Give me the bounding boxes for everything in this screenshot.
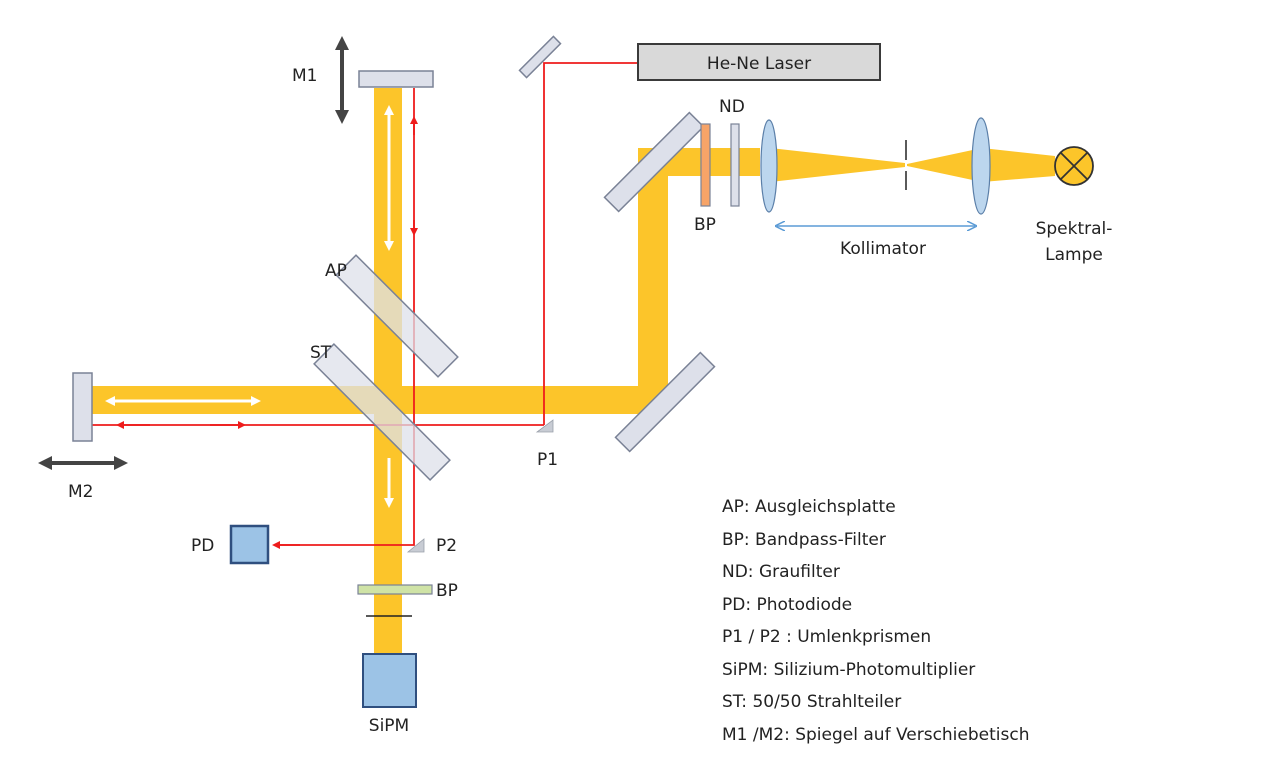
laser-path — [92, 62, 638, 546]
mirror-laser-in — [518, 35, 562, 79]
label-st: ST — [310, 343, 332, 363]
legend-item: M1 /M2: Spiegel auf Verschiebetisch — [722, 724, 1030, 745]
beam-direction-arrows — [105, 105, 394, 508]
beam-splitter-st — [313, 343, 451, 481]
prism-p1 — [535, 419, 554, 433]
mirror-lower-fold — [614, 351, 716, 453]
he-ne-laser — [637, 43, 881, 81]
legend: AP: Ausgleichsplatte BP: Bandpass-Filter… — [722, 494, 1030, 754]
label-bp-bottom: BP — [436, 581, 458, 601]
legend-item: AP: Ausgleichsplatte — [722, 497, 896, 517]
label-lamp-line2: Lampe — [1045, 245, 1103, 265]
beam-collimated — [770, 148, 905, 182]
label-m2: M2 — [68, 482, 93, 502]
laser-direction-arrows — [116, 116, 418, 549]
legend-item: SiPM: Silizium-Photomultiplier — [722, 659, 976, 680]
mirror-upper-fold — [603, 111, 705, 213]
compensation-plate-ap — [335, 254, 459, 378]
label-p1: P1 — [537, 450, 558, 470]
mirror-m1 — [358, 70, 434, 88]
mirror-m2 — [72, 372, 93, 442]
legend-item: ND: Graufilter — [722, 562, 840, 582]
label-pd: PD — [191, 536, 214, 556]
lens-collimator-1 — [760, 119, 778, 213]
legend-item: BP: Bandpass-Filter — [722, 529, 886, 550]
beam-diverging — [907, 148, 982, 182]
spectral-lamp-icon — [1054, 146, 1094, 186]
beam-lamp — [982, 148, 1055, 182]
lens-collimator-2 — [971, 117, 991, 215]
label-kollimator: Kollimator — [840, 239, 926, 259]
sipm-detector — [362, 653, 417, 708]
label-laser: He-Ne Laser — [707, 54, 811, 74]
label-sipm: SiPM — [369, 716, 409, 736]
legend-item: PD: Photodiode — [722, 594, 853, 615]
label-bp-top: BP — [694, 215, 716, 235]
label-lamp-line1: Spektral- — [1036, 219, 1113, 239]
bandpass-filter-top — [700, 123, 711, 207]
legend-item: P1 / P2 : Umlenkprismen — [722, 627, 932, 647]
beam-vertical-riser — [638, 160, 668, 414]
label-nd: ND — [719, 97, 745, 117]
prism-p2 — [406, 538, 425, 553]
label-m1: M1 — [292, 66, 317, 86]
label-ap: AP — [325, 261, 347, 281]
nd-filter — [730, 123, 740, 207]
photodiode-pd — [229, 524, 270, 565]
bandpass-filter-bottom — [357, 584, 433, 595]
label-p2: P2 — [436, 536, 457, 556]
legend-item: ST: 50/50 Strahlteiler — [722, 692, 902, 712]
